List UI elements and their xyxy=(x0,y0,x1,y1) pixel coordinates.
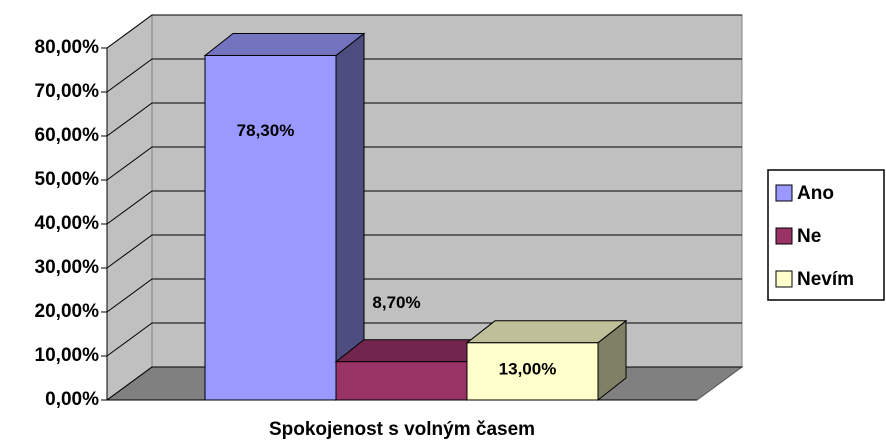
bar-top xyxy=(465,320,628,344)
x-axis-label: Spokojenost s volným časem xyxy=(269,419,535,440)
y-tick-label: 60,00% xyxy=(35,125,100,146)
y-tick-label: 70,00% xyxy=(35,81,100,102)
legend-swatch xyxy=(775,184,793,202)
y-tick-label: 0,00% xyxy=(45,389,99,410)
bar xyxy=(335,361,468,401)
data-label: 8,70% xyxy=(372,293,420,312)
bar xyxy=(466,342,599,401)
legend-label: Ano xyxy=(797,183,834,204)
legend-swatch xyxy=(775,270,793,288)
grid-line xyxy=(106,190,742,225)
grid-line xyxy=(106,234,742,269)
grid-line xyxy=(106,102,742,137)
y-tick-label: 30,00% xyxy=(35,257,100,278)
legend-swatch xyxy=(775,227,793,245)
bar-top xyxy=(203,32,366,56)
bar xyxy=(204,54,337,401)
y-tick-label: 50,00% xyxy=(35,169,100,190)
data-label: 13,00% xyxy=(499,359,557,378)
y-tick-label: 40,00% xyxy=(35,213,100,234)
data-label: 78,30% xyxy=(237,121,295,140)
y-tick-label: 10,00% xyxy=(35,345,100,366)
grid-line xyxy=(106,14,742,49)
y-tick-label: 20,00% xyxy=(35,301,100,322)
grid-line xyxy=(106,146,742,181)
grid-line xyxy=(106,58,742,93)
legend-label: Nevím xyxy=(797,269,854,290)
legend-label: Ne xyxy=(797,226,821,247)
y-tick-label: 80,00% xyxy=(35,37,100,58)
grid-line xyxy=(106,278,742,313)
